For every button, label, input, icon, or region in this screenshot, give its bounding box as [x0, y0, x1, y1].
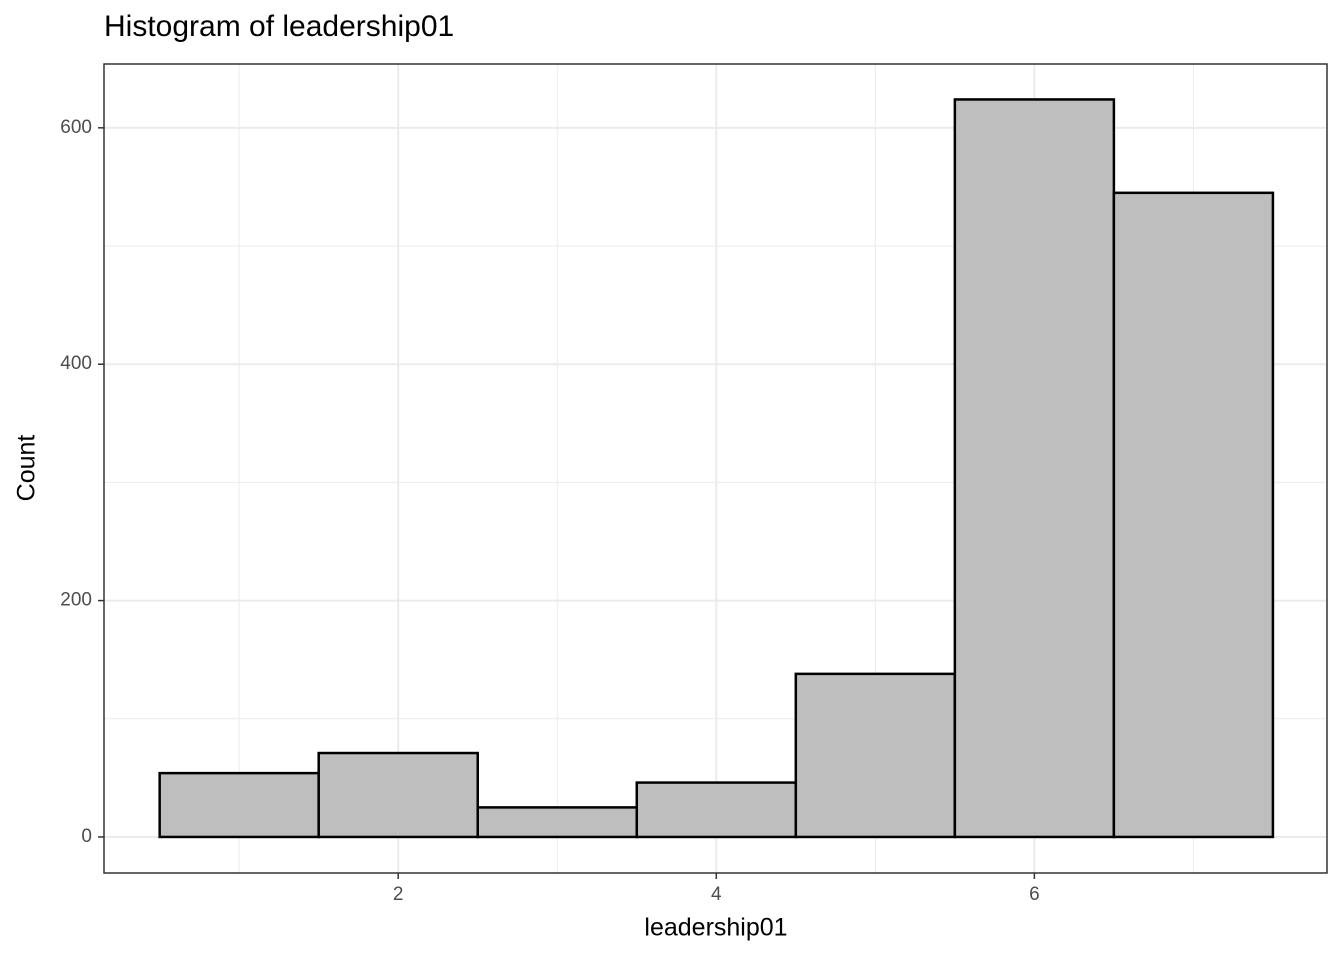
x-tick-label: 2: [393, 884, 404, 905]
bar: [158, 771, 320, 839]
x-axis-label: leadership01: [644, 914, 787, 942]
y-tick-label: 400: [60, 353, 92, 374]
y-tick-label: 200: [60, 590, 92, 611]
bar: [476, 806, 639, 839]
y-tick-label: 600: [60, 117, 92, 138]
chart-title: Histogram of leadership01: [104, 10, 454, 43]
bar: [317, 751, 479, 839]
plot-border: [103, 63, 1328, 874]
bar: [1112, 191, 1275, 839]
x-tick-label: 6: [1029, 884, 1040, 905]
y-tick-label: 0: [81, 826, 92, 847]
y-axis-label: Count: [13, 435, 41, 502]
bar: [953, 98, 1116, 839]
bar: [635, 781, 798, 839]
bar: [794, 672, 957, 839]
x-tick-label: 4: [711, 884, 722, 905]
